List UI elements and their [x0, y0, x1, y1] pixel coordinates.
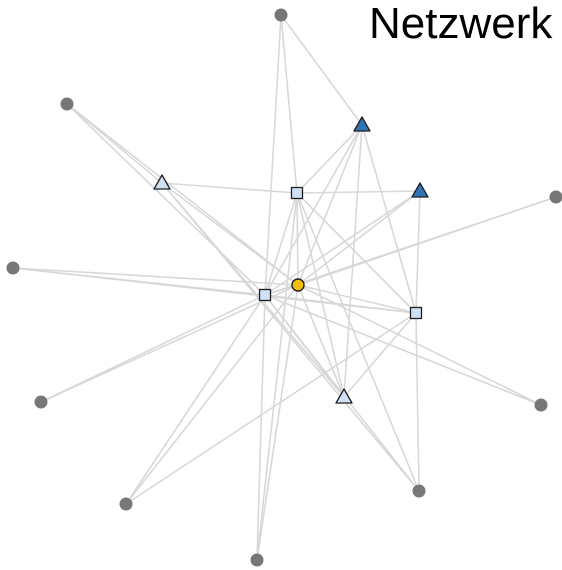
edge [264, 14, 282, 296]
edge [264, 196, 557, 296]
edge [280, 14, 298, 194]
edge [66, 103, 299, 286]
edge [264, 192, 298, 296]
edge [12, 267, 299, 286]
node-p-top [274, 8, 288, 22]
edge [125, 312, 417, 505]
node-p-upper-left [60, 97, 74, 111]
edge [343, 312, 417, 398]
edge [280, 14, 363, 126]
edge [161, 182, 299, 286]
node-p-lower-right [534, 398, 548, 412]
edge [66, 103, 163, 184]
node-p-bottom [250, 553, 264, 567]
node-p-bottom-right [412, 484, 426, 498]
edge [264, 190, 421, 296]
edge [256, 192, 298, 561]
edge [264, 294, 417, 314]
edge [161, 182, 298, 194]
edge [125, 284, 299, 505]
node-tri-light-1 [153, 174, 171, 190]
node-tri-light-2 [335, 388, 353, 404]
edge [415, 190, 421, 314]
edges-layer [12, 14, 557, 561]
node-p-left [6, 261, 20, 275]
edge [297, 190, 421, 286]
node-sq-right [409, 306, 423, 320]
edge [296, 192, 417, 314]
node-sq-center [258, 288, 272, 302]
node-p-lower-left [34, 395, 48, 409]
edge [296, 190, 421, 194]
nodes-layer [6, 8, 562, 567]
edge [343, 124, 363, 398]
edge [297, 124, 363, 286]
edge [264, 294, 542, 406]
edge [161, 182, 345, 398]
edge [40, 284, 299, 403]
edge [415, 312, 420, 492]
edge [264, 124, 363, 296]
edge [264, 294, 345, 398]
node-tri-dark-1 [353, 116, 371, 132]
node-tri-dark-2 [411, 182, 429, 198]
edge [256, 294, 266, 561]
edge [297, 284, 345, 398]
edge [297, 284, 542, 406]
edge [296, 192, 345, 398]
edge [125, 294, 266, 505]
edge [296, 192, 420, 492]
edge [66, 103, 266, 296]
node-center [291, 278, 305, 292]
figure-title: Netzwerk [369, 0, 553, 48]
edge [297, 284, 417, 314]
node-p-bottom-left [119, 497, 133, 511]
edge [361, 124, 417, 314]
edge [256, 284, 299, 561]
edge [296, 124, 363, 194]
node-p-right [549, 190, 562, 204]
node-sq-top [290, 186, 304, 200]
